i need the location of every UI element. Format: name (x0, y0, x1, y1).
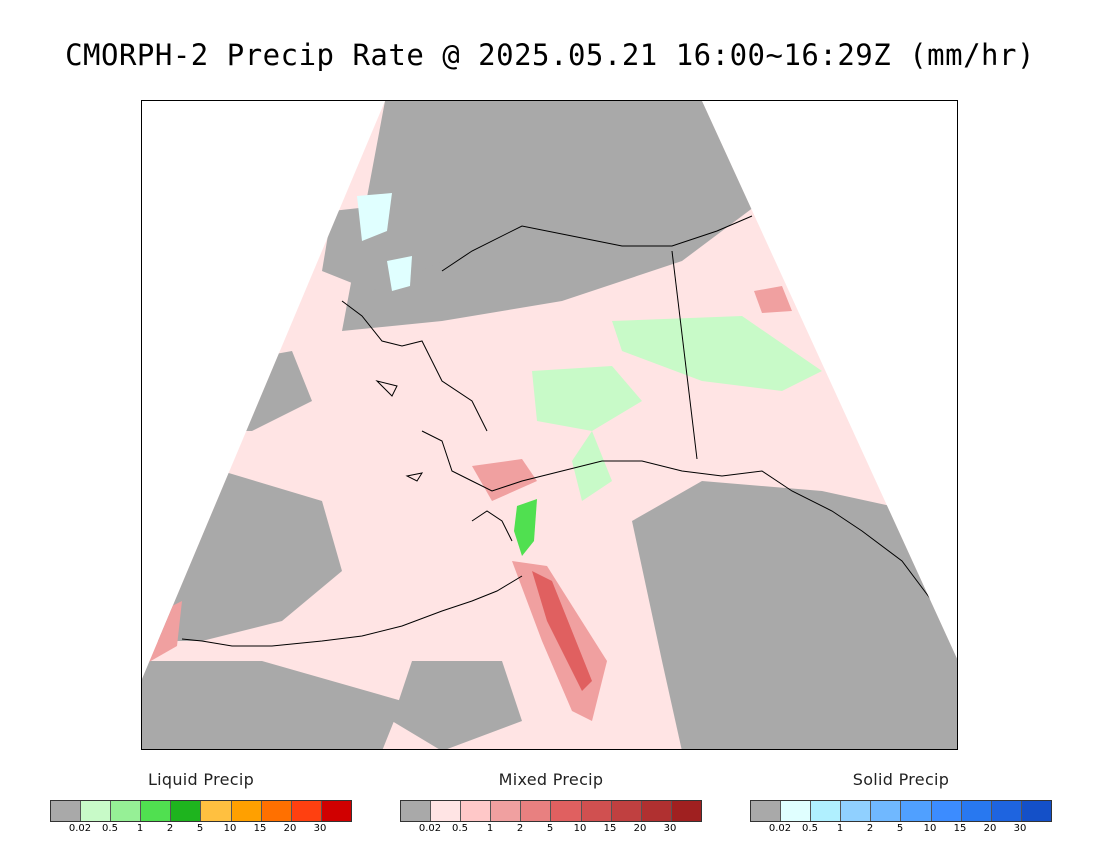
legend-swatch (581, 801, 612, 821)
precip-map-canvas (142, 101, 957, 749)
legend-tick-label: 0.02 (768, 823, 792, 834)
legend-swatch (961, 801, 992, 821)
coastlines (181, 215, 933, 647)
legend-swatch (321, 801, 351, 821)
legend-liquid-title: Liquid Precip (147, 770, 255, 789)
legend-swatch (641, 801, 672, 821)
legend-swatch (291, 801, 322, 821)
legend-tick-label: 2 (866, 823, 874, 834)
legend-swatch (401, 801, 432, 821)
legend-tick-label: 10 (923, 823, 937, 834)
legend-tick-label: 10 (223, 823, 237, 834)
liquid-mid-areas (514, 499, 537, 556)
precip-map (141, 100, 958, 750)
legend-tick-label: 30 (663, 823, 677, 834)
legend-tick-label: 15 (253, 823, 267, 834)
legend-swatch (901, 801, 932, 821)
legend-tick-label: 0.5 (802, 823, 818, 834)
legend-swatch (111, 801, 142, 821)
legend-tick-label: 5 (546, 823, 554, 834)
legend-tick-label: 15 (603, 823, 617, 834)
legend-swatch (841, 801, 872, 821)
liquid-precip-areas (532, 316, 822, 501)
legend-liquid-colorbar (50, 800, 352, 822)
legend-swatch (1021, 801, 1051, 821)
legend-swatch (461, 801, 492, 821)
legend-liquid-ticks: 0.02 0.5 1 2 5 10 15 20 30 (50, 823, 350, 837)
legend-tick-label: 2 (516, 823, 524, 834)
legend-mixed-colorbar (400, 800, 702, 822)
legend-swatch (81, 801, 112, 821)
legend-tick-label: 20 (283, 823, 297, 834)
legend-tick-label: 5 (896, 823, 904, 834)
projection-domain (142, 101, 957, 749)
legend-swatch (931, 801, 962, 821)
legend-mixed-ticks: 0.02 0.5 1 2 5 10 15 20 30 (400, 823, 700, 837)
legend-tick-label: 1 (486, 823, 494, 834)
legend-tick-label: 30 (1013, 823, 1027, 834)
legend-swatch (671, 801, 701, 821)
legend-tick-label: 0.5 (102, 823, 118, 834)
mixed-strong-areas (532, 571, 592, 691)
legend-swatch (201, 801, 232, 821)
legend-mixed-title: Mixed Precip (498, 770, 604, 789)
legend-tick-label: 20 (633, 823, 647, 834)
legend-swatch (231, 801, 262, 821)
legend-tick-label: 10 (573, 823, 587, 834)
legend-swatch (431, 801, 462, 821)
legend-tick-label: 20 (983, 823, 997, 834)
legend-swatch (611, 801, 642, 821)
legend-solid-title: Solid Precip (852, 770, 950, 789)
legend-solid-colorbar (750, 800, 1052, 822)
legend-swatch (991, 801, 1022, 821)
legend-tick-label: 5 (196, 823, 204, 834)
legend-swatch (171, 801, 202, 821)
legend-swatch (871, 801, 902, 821)
map-title: CMORPH-2 Precip Rate @ 2025.05.21 16:00~… (65, 38, 1035, 72)
legend-swatch (51, 801, 82, 821)
solid-precip-areas (357, 193, 412, 291)
legend-tick-label: 2 (166, 823, 174, 834)
legend-swatch (751, 801, 782, 821)
legend-swatch (811, 801, 842, 821)
legend-solid-ticks: 0.02 0.5 1 2 5 10 15 20 30 (750, 823, 1050, 837)
legend-tick-label: 1 (136, 823, 144, 834)
legend-swatch (491, 801, 522, 821)
legend-swatch (521, 801, 552, 821)
legend-swatch (551, 801, 582, 821)
legend-tick-label: 30 (313, 823, 327, 834)
legend-swatch (261, 801, 292, 821)
legend-swatch (781, 801, 812, 821)
legend-tick-label: 0.5 (452, 823, 468, 834)
legend-tick-label: 0.02 (418, 823, 442, 834)
legend-tick-label: 1 (836, 823, 844, 834)
legend-tick-label: 0.02 (68, 823, 92, 834)
legend-tick-label: 15 (953, 823, 967, 834)
legend-swatch (141, 801, 172, 821)
